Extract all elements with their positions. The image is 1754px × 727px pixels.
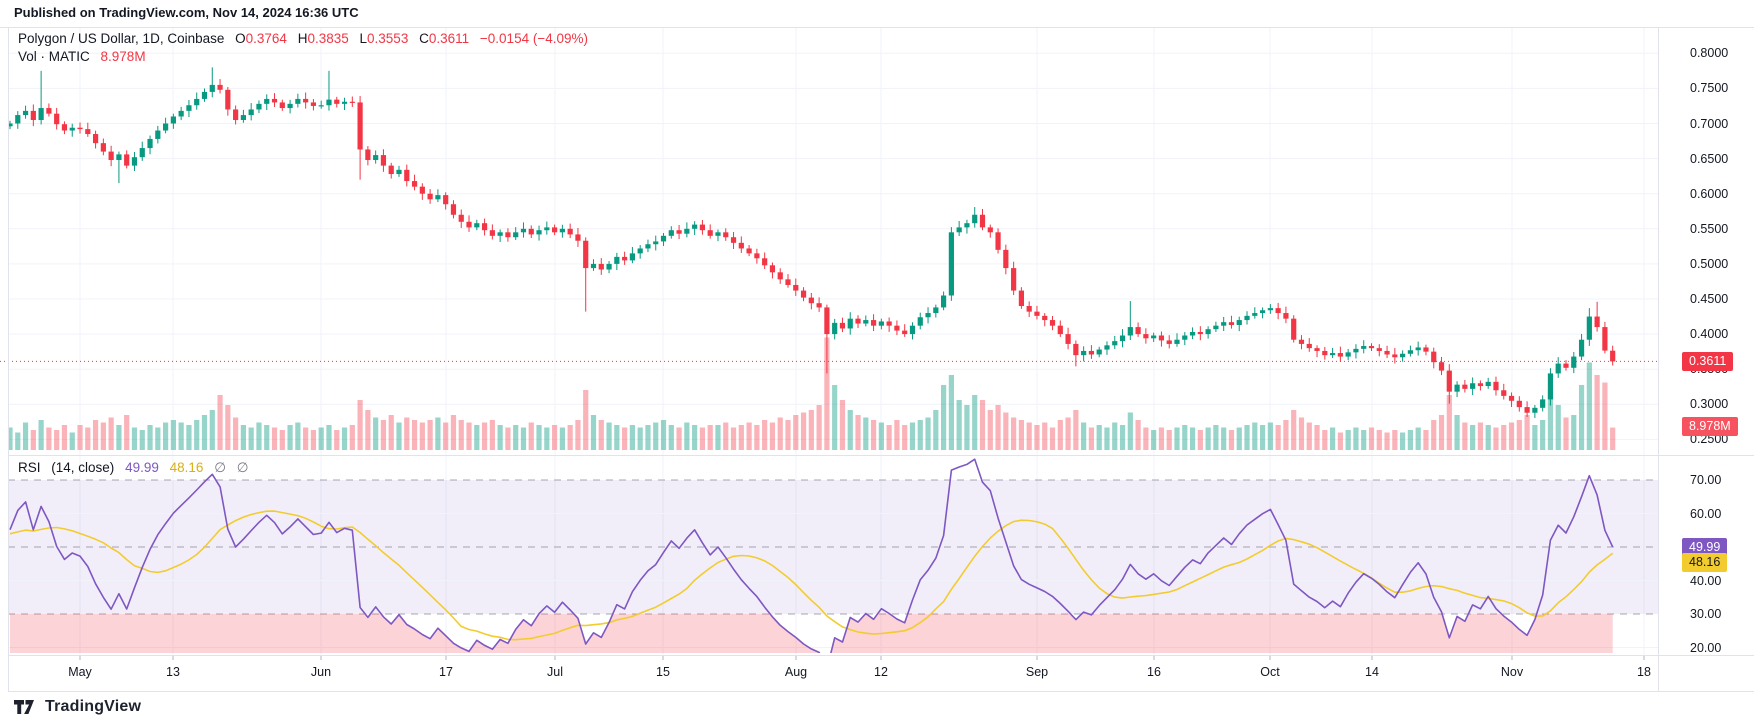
open-label: O xyxy=(235,31,246,46)
rsi-title[interactable]: RSI xyxy=(18,460,41,475)
price-axis-label: 0.5500 xyxy=(1690,221,1729,236)
time-axis-label: 16 xyxy=(1147,665,1161,679)
time-axis-label: May xyxy=(68,665,92,679)
price-axis-label: 0.7000 xyxy=(1690,116,1729,131)
rsi-ma-value-badge: 48.16 xyxy=(1682,552,1728,572)
rsi-ma-value: 48.16 xyxy=(169,460,204,475)
volume-value: 8.978M xyxy=(100,49,146,64)
rsi-value-badge: 49.99 xyxy=(1682,537,1728,557)
rsi-axis-label: 70.00 xyxy=(1690,473,1722,487)
rsi-axis-label: 20.00 xyxy=(1690,640,1722,655)
price-axis-label: 0.4000 xyxy=(1690,327,1729,342)
time-axis-label: Jun xyxy=(310,665,332,679)
price-axis-label: 0.5000 xyxy=(1690,256,1729,271)
time-axis-label: Aug xyxy=(784,665,808,679)
high-label: H xyxy=(297,31,308,46)
time-axis-label: Jul xyxy=(547,665,563,679)
rsi-empty-value-2: ∅ xyxy=(236,460,249,475)
tradingview-logo-icon xyxy=(14,699,34,714)
low-value: 0.3553 xyxy=(367,31,409,46)
volume-legend[interactable]: Vol · MATIC 8.978M xyxy=(18,49,146,64)
time-axis-label: 18 xyxy=(1637,665,1651,679)
price-axis-label: 0.8000 xyxy=(1690,46,1729,61)
high-value: 0.3835 xyxy=(307,31,349,46)
time-axis-label: 17 xyxy=(439,665,453,679)
volume-badge: 8.978M xyxy=(1682,416,1738,436)
volume-label: Vol · MATIC xyxy=(18,49,90,64)
published-caption: Published on TradingView.com, Nov 14, 20… xyxy=(14,5,359,20)
symbol-title[interactable]: Polygon / US Dollar, 1D, Coinbase xyxy=(18,31,225,46)
rsi-params: (14, close) xyxy=(51,460,115,475)
close-value: 0.3611 xyxy=(428,31,470,46)
low-label: L xyxy=(359,31,368,46)
price-axis-label: 0.4500 xyxy=(1690,292,1729,306)
tradingview-logo-text: TradingView xyxy=(45,698,142,715)
time-axis-label: 13 xyxy=(166,665,180,679)
time-axis-label: Sep xyxy=(1025,665,1049,679)
price-axis-label: 0.3000 xyxy=(1690,397,1729,412)
rsi-legend[interactable]: RSI (14, close) 49.99 48.16 ∅ ∅ xyxy=(18,460,249,476)
price-axis-label: 0.2500 xyxy=(1690,432,1729,447)
price-axis-label: 0.6500 xyxy=(1690,151,1729,166)
time-axis-label: Nov xyxy=(1500,665,1524,679)
rsi-axis-label: 40.00 xyxy=(1690,573,1722,588)
rsi-axis-label: 30.00 xyxy=(1690,607,1722,621)
tradingview-logo[interactable]: TradingView xyxy=(14,698,141,716)
change-value: −0.0154 (−4.09%) xyxy=(479,31,588,46)
time-axis-label: Oct xyxy=(1260,665,1280,679)
rsi-axis-label: 60.00 xyxy=(1690,506,1722,521)
time-axis-label: 12 xyxy=(874,665,888,679)
time-axis-label: 14 xyxy=(1365,665,1379,679)
current-price-badge: 0.3611 xyxy=(1682,351,1734,371)
price-axis-label: 0.7500 xyxy=(1690,81,1729,96)
open-value: 0.3764 xyxy=(245,31,287,46)
close-label: C xyxy=(419,31,429,46)
rsi-empty-value-1: ∅ xyxy=(214,460,226,475)
rsi-value: 49.99 xyxy=(125,460,159,475)
time-axis-label: 15 xyxy=(656,665,670,679)
symbol-legend[interactable]: Polygon / US Dollar, 1D, Coinbase O0.376… xyxy=(18,31,588,46)
price-axis-label: 0.6000 xyxy=(1690,186,1729,201)
